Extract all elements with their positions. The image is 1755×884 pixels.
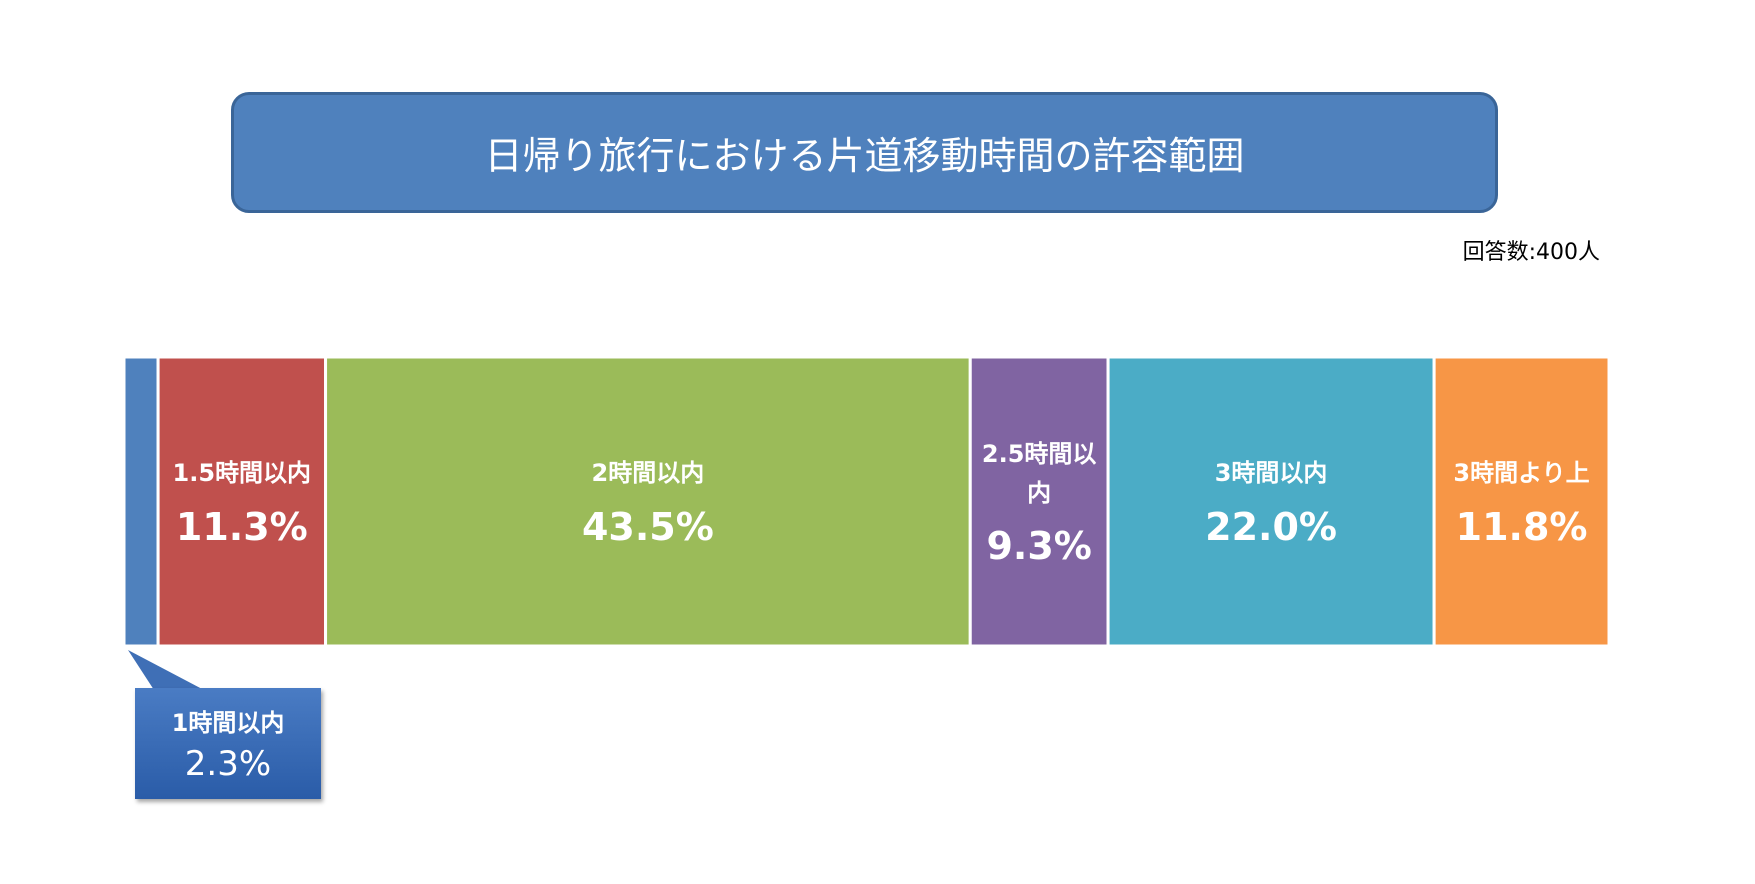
data-label: 43.5% bbox=[581, 504, 714, 549]
segment-label: 2.5時間以内 9.3% bbox=[970, 357, 1108, 646]
bar-segment bbox=[1432, 355, 1611, 648]
segment-label: 3時間以内 22.0% bbox=[1108, 357, 1434, 646]
chart-subtitle: 回答数:400人 bbox=[1462, 240, 1600, 265]
legend-label: 3時間以内 bbox=[1214, 459, 1328, 488]
legend-label: 3時間より上 bbox=[1453, 459, 1590, 488]
bar-segment bbox=[156, 355, 328, 648]
data-label: 2.3% bbox=[184, 744, 272, 784]
chart-title: 日帰り旅行における片道移動時間の許容範囲 bbox=[484, 134, 1245, 178]
legend-label: 2.5時間以内 bbox=[981, 440, 1097, 507]
callout-pointer bbox=[128, 650, 204, 690]
data-label: 11.8% bbox=[1455, 504, 1588, 549]
data-label: 11.3% bbox=[175, 504, 308, 549]
bar-segment bbox=[122, 355, 160, 648]
segment-label: 2時間以内 43.5% bbox=[326, 357, 971, 646]
data-label: 22.0% bbox=[1205, 504, 1337, 549]
title-box: 日帰り旅行における片道移動時間の許容範囲 bbox=[231, 92, 1498, 213]
segment-label: 1.5時間以内 11.3% bbox=[158, 357, 325, 646]
legend-label: 1時間以内 bbox=[171, 709, 285, 737]
legend-label: 2時間以内 bbox=[591, 459, 705, 488]
legend-label: 1.5時間以内 bbox=[172, 459, 312, 488]
bar-segment bbox=[324, 355, 972, 648]
callout: 1時間以内 2.3% bbox=[135, 688, 321, 799]
segment-label: 3時間より上 11.8% bbox=[1434, 357, 1609, 646]
data-label: 9.3% bbox=[986, 523, 1092, 568]
